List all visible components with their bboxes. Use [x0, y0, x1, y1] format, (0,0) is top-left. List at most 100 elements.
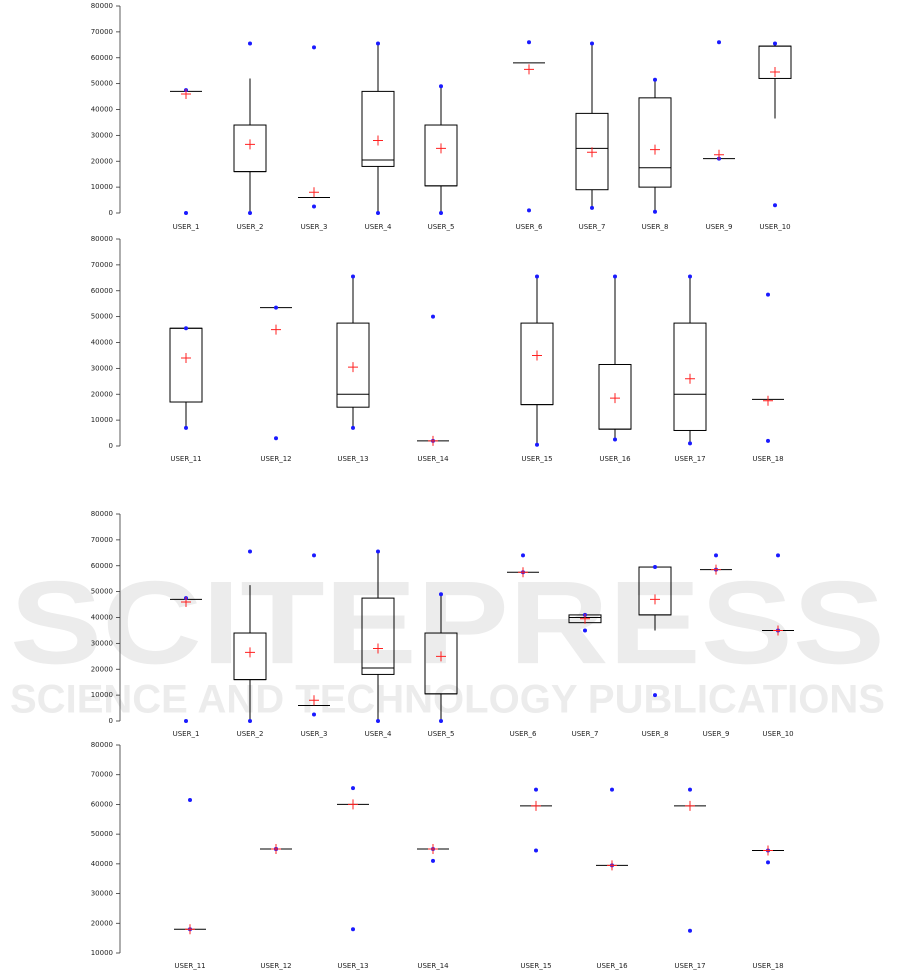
y-tick-label: 10000 [91, 416, 113, 424]
max-point [351, 786, 355, 791]
watermark-title: SCITEPRESS [10, 557, 885, 689]
y-tick-label: 30000 [91, 364, 113, 372]
mean-marker [181, 353, 191, 364]
min-point [613, 437, 617, 442]
y-tick-label: 10000 [91, 183, 113, 191]
max-point [653, 565, 657, 570]
max-point [535, 274, 539, 279]
y-tick-label: 40000 [91, 860, 113, 868]
mean-marker [524, 64, 534, 75]
max-point [188, 797, 192, 802]
max-point [248, 549, 252, 554]
max-point [521, 553, 525, 558]
x-tick-label: USER_4 [365, 730, 392, 738]
y-tick-label: 20000 [91, 665, 113, 673]
y-tick-label: 70000 [91, 261, 113, 269]
x-tick-label: USER_8 [642, 223, 669, 231]
mean-marker [607, 860, 617, 871]
x-tick-label: USER_14 [417, 962, 449, 970]
max-point [773, 41, 777, 46]
y-tick-label: 60000 [91, 562, 113, 570]
min-point [376, 719, 380, 723]
min-point [583, 628, 587, 633]
max-point [653, 77, 657, 82]
max-point [688, 274, 692, 279]
y-tick-label: 50000 [91, 830, 113, 838]
max-point [590, 41, 594, 46]
min-point [535, 442, 539, 447]
min-point [312, 712, 316, 717]
x-tick-label: USER_1 [173, 730, 200, 738]
box [169, 327, 203, 403]
y-tick-label: 70000 [91, 536, 113, 544]
max-point [248, 41, 252, 46]
x-tick-label: USER_5 [428, 730, 455, 738]
min-point [688, 928, 692, 933]
mean-marker [531, 800, 541, 811]
y-tick-label: 50000 [91, 588, 113, 596]
y-tick-label: 60000 [91, 54, 113, 62]
x-tick-label: USER_7 [579, 223, 606, 231]
x-tick-label: USER_2 [237, 223, 264, 231]
mean-marker [685, 800, 695, 811]
x-tick-label: USER_11 [174, 962, 205, 970]
x-tick-label: USER_16 [599, 455, 631, 463]
y-tick-label: 50000 [91, 80, 113, 88]
x-tick-label: USER_12 [260, 455, 291, 463]
min-point [274, 436, 278, 441]
box [520, 322, 554, 406]
x-tick-label: USER_4 [365, 223, 392, 231]
min-point [688, 441, 692, 446]
mean-marker [181, 596, 191, 607]
watermark-subtitle: SCIENCE AND TECHNOLOGY PUBLICATIONS [10, 678, 885, 722]
box [361, 90, 395, 167]
min-point [312, 204, 316, 209]
min-point [351, 927, 355, 932]
x-tick-label: USER_10 [759, 223, 790, 231]
x-tick-label: USER_13 [337, 962, 368, 970]
mean-marker [271, 844, 281, 854]
y-tick-label: 80000 [91, 235, 113, 243]
mean-marker [518, 567, 528, 578]
x-tick-label: USER_7 [572, 730, 599, 738]
x-tick-label: USER_2 [237, 730, 264, 738]
mean-marker [309, 187, 319, 198]
y-tick-label: 0 [109, 442, 113, 450]
y-tick-label: 30000 [91, 890, 113, 898]
y-tick-label: 40000 [91, 339, 113, 347]
y-tick-label: 10000 [91, 691, 113, 699]
mean-marker [348, 799, 358, 810]
min-point [431, 858, 435, 863]
max-point [376, 549, 380, 554]
y-tick-label: 0 [109, 209, 113, 217]
y-tick-label: 30000 [91, 131, 113, 139]
x-tick-label: USER_6 [510, 730, 537, 738]
max-point [431, 314, 435, 319]
mean-marker [309, 695, 319, 706]
y-tick-label: 20000 [91, 390, 113, 398]
min-point [248, 719, 252, 723]
min-point [773, 203, 777, 208]
mean-marker [610, 393, 620, 404]
y-tick-label: 80000 [91, 510, 113, 518]
max-point [312, 45, 316, 50]
max-point [610, 787, 614, 792]
max-point [766, 292, 770, 297]
mean-marker [373, 643, 383, 654]
max-point [613, 274, 617, 279]
mean-marker [773, 625, 783, 636]
mean-marker [348, 362, 358, 373]
x-tick-label: USER_8 [642, 730, 669, 738]
box [638, 97, 672, 188]
mean-marker [245, 139, 255, 150]
x-tick-label: USER_1 [173, 223, 200, 231]
y-tick-label: 70000 [91, 28, 113, 36]
min-point [766, 438, 770, 443]
x-tick-label: USER_17 [674, 962, 705, 970]
mean-marker [185, 924, 195, 935]
y-tick-label: 40000 [91, 614, 113, 622]
box [673, 322, 707, 431]
max-point [184, 326, 188, 331]
max-point [274, 305, 278, 310]
